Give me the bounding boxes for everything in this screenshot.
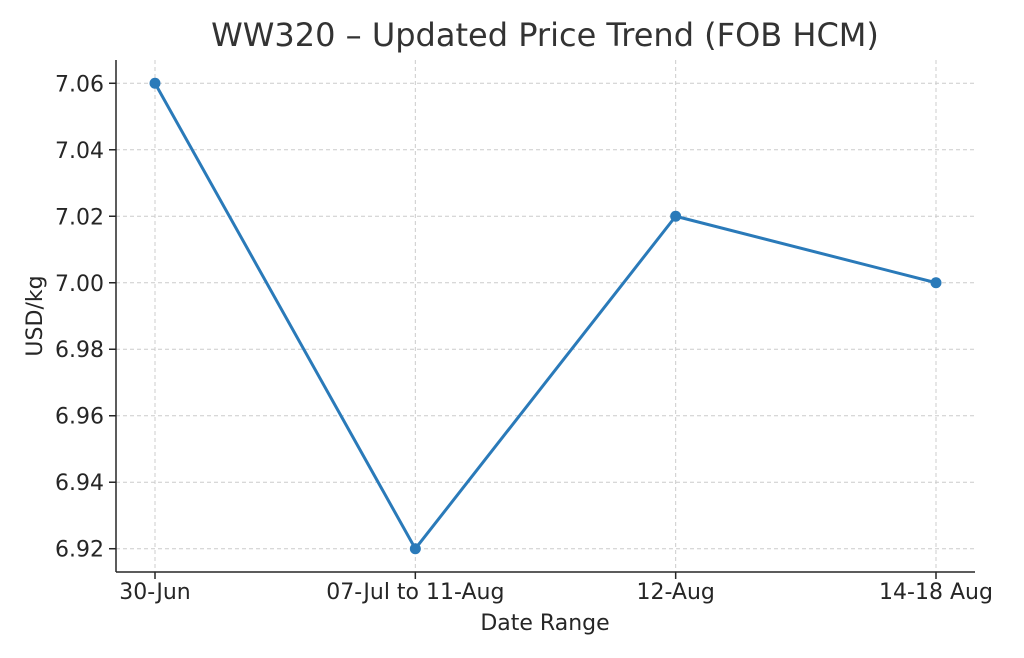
y-tick-label: 7.04 xyxy=(55,139,104,164)
y-tick-label: 7.00 xyxy=(55,272,104,297)
axes xyxy=(115,60,975,573)
y-tick-label: 6.94 xyxy=(55,471,104,496)
data-point xyxy=(409,543,421,555)
grid xyxy=(116,60,975,572)
series-line xyxy=(153,81,938,551)
y-ticks: 6.92 6.94 6.96 6.98 7.00 7.02 7.04 7.06 xyxy=(55,72,116,563)
x-tick-label: 30-Jun xyxy=(119,580,191,605)
y-tick-label: 6.96 xyxy=(55,405,104,430)
x-ticks: 30-Jun 07-Jul to 11-Aug 12-Aug 14-18 Aug xyxy=(119,572,993,605)
x-tick-label: 07-Jul to 11-Aug xyxy=(326,580,504,605)
data-point xyxy=(149,77,161,89)
y-axis-label: USD/kg xyxy=(23,275,48,356)
y-tick-label: 6.92 xyxy=(55,538,104,563)
data-point xyxy=(670,210,682,222)
series-layer xyxy=(149,77,942,555)
data-point xyxy=(930,277,942,289)
x-tick-label: 14-18 Aug xyxy=(879,580,993,605)
x-axis-label: Date Range xyxy=(480,611,609,636)
y-tick-label: 7.02 xyxy=(55,205,104,230)
y-tick-label: 7.06 xyxy=(55,72,104,97)
x-tick-label: 12-Aug xyxy=(636,580,714,605)
chart-title: WW320 – Updated Price Trend (FOB HCM) xyxy=(211,16,879,54)
y-tick-label: 6.98 xyxy=(55,338,104,363)
